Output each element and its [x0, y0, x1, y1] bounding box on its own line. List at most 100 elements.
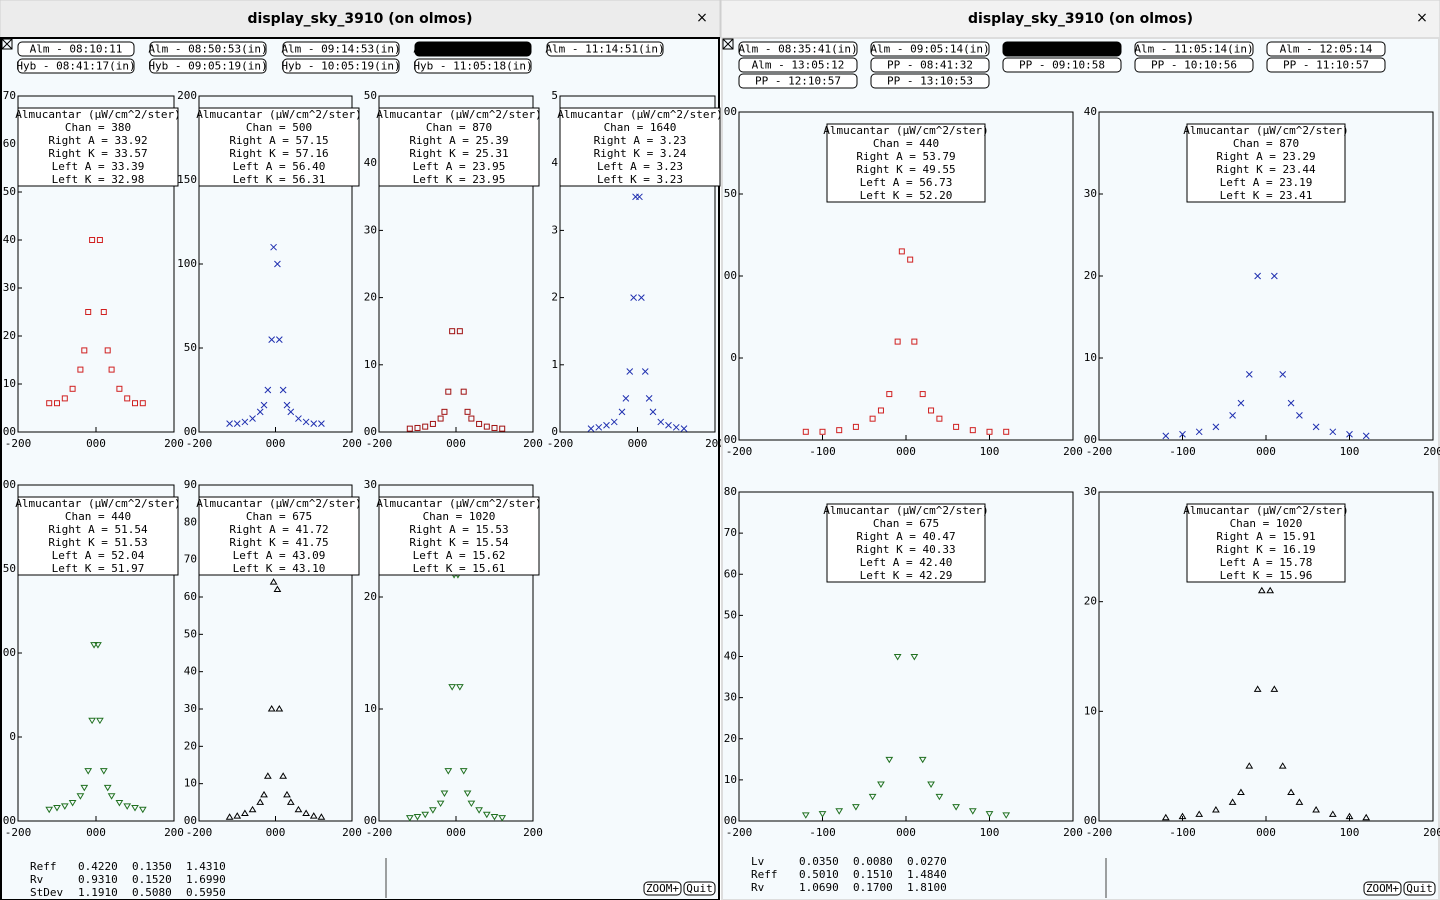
time-button[interactable] — [870, 41, 990, 57]
info-line: Almucantar (µW/cm^2/ster) — [557, 108, 723, 121]
marker — [421, 811, 430, 819]
marker — [1212, 806, 1220, 813]
marker — [1312, 806, 1320, 813]
time-button[interactable] — [1002, 57, 1122, 73]
marker — [1195, 428, 1203, 436]
zoom-button[interactable] — [643, 881, 682, 896]
marker — [405, 815, 414, 822]
marker — [1257, 586, 1266, 594]
marker — [406, 425, 413, 432]
marker — [61, 395, 68, 402]
marker — [645, 395, 653, 402]
marker — [264, 386, 272, 394]
x-tick-label: 100 — [1340, 445, 1360, 458]
time-button[interactable] — [282, 58, 400, 74]
marker — [482, 811, 491, 819]
marker — [919, 391, 926, 398]
marker — [99, 768, 108, 775]
marker — [953, 423, 960, 430]
y-tick-label: 10 — [1084, 704, 1097, 717]
time-button[interactable] — [1266, 41, 1386, 57]
y-tick-label: 10 — [364, 358, 377, 371]
y-tick-label: 20 — [364, 590, 377, 603]
marker — [77, 366, 84, 373]
quit-button[interactable] — [683, 881, 716, 896]
marker — [877, 781, 885, 788]
y-tick-label: 0 — [551, 425, 558, 438]
info-box — [17, 496, 179, 576]
marker — [249, 415, 256, 422]
marker — [115, 800, 124, 807]
time-button[interactable] — [1266, 57, 1386, 73]
info-line: Left A = 3.23 — [597, 160, 683, 173]
marker — [96, 237, 103, 243]
info-box — [378, 496, 540, 576]
time-button-label: Alm - 08:10:11 — [30, 43, 123, 56]
time-button[interactable] — [149, 41, 267, 57]
marker — [233, 420, 241, 427]
time-button[interactable] — [282, 41, 400, 57]
close-button[interactable]: × — [1416, 10, 1428, 26]
marker — [139, 400, 146, 407]
marker — [467, 800, 476, 808]
info-line: Right K = 57.16 — [229, 147, 328, 160]
y-tick-label: 2 — [551, 291, 558, 304]
marker — [468, 415, 475, 422]
marker — [45, 806, 54, 814]
marker — [836, 427, 843, 434]
info-line: Right A = 40.47 — [856, 530, 955, 543]
marker — [225, 813, 234, 820]
stat-cell: 1.4840 — [907, 868, 947, 881]
y-tick-label: 00 — [3, 646, 16, 659]
x-tick-label: 200 — [342, 826, 362, 839]
time-button-label: Alm - 11:14:51(in) — [545, 43, 664, 56]
y-tick-label: 20 — [184, 739, 197, 752]
x-tick-label: 000 — [446, 826, 466, 839]
time-button[interactable] — [738, 73, 858, 89]
zoom-button[interactable] — [1363, 881, 1402, 896]
time-button[interactable] — [1134, 57, 1254, 73]
marker — [256, 408, 264, 416]
time-button[interactable] — [870, 73, 990, 89]
time-button-label: PP - 10:10:56 — [1151, 59, 1237, 72]
y-tick-label: 20 — [1084, 595, 1097, 608]
time-button[interactable] — [414, 41, 532, 57]
y-tick-label: 00 — [184, 425, 197, 438]
marker — [1237, 399, 1245, 407]
marker — [88, 717, 96, 725]
time-button[interactable] — [149, 58, 267, 74]
y-tick-label: 0 — [730, 351, 737, 364]
marker — [603, 421, 610, 429]
x-tick-label: 200 — [1423, 445, 1440, 458]
time-button[interactable] — [870, 57, 990, 73]
marker — [260, 401, 268, 409]
time-button[interactable] — [1002, 41, 1122, 57]
time-button[interactable] — [738, 41, 858, 57]
info-line: Chan = 1020 — [423, 510, 496, 523]
time-button[interactable] — [1134, 41, 1254, 57]
marker — [680, 425, 688, 432]
info-line: Right K = 33.57 — [48, 147, 147, 160]
time-button[interactable] — [17, 41, 135, 57]
stat-cell: 0.0350 — [799, 855, 839, 868]
y-tick-label: 200 — [177, 89, 197, 102]
marker — [81, 347, 88, 354]
info-box — [826, 503, 986, 583]
time-button-label: PP - 11:10:57 — [1283, 59, 1369, 72]
marker — [104, 347, 111, 354]
y-tick-label: 30 — [1084, 187, 1097, 200]
time-button[interactable] — [738, 57, 858, 73]
x-tick-label: 200 — [164, 437, 184, 450]
close-button[interactable]: × — [696, 10, 708, 26]
info-line: Left K = 32.98 — [52, 173, 145, 186]
marker — [283, 790, 291, 798]
marker — [802, 428, 809, 435]
marker — [1254, 272, 1262, 280]
quit-button[interactable] — [1403, 881, 1436, 896]
time-button[interactable] — [546, 41, 664, 57]
time-button[interactable] — [17, 58, 135, 74]
marker — [448, 684, 457, 691]
y-tick-label: 150 — [177, 173, 197, 186]
time-button[interactable] — [414, 58, 532, 74]
marker — [835, 808, 844, 815]
